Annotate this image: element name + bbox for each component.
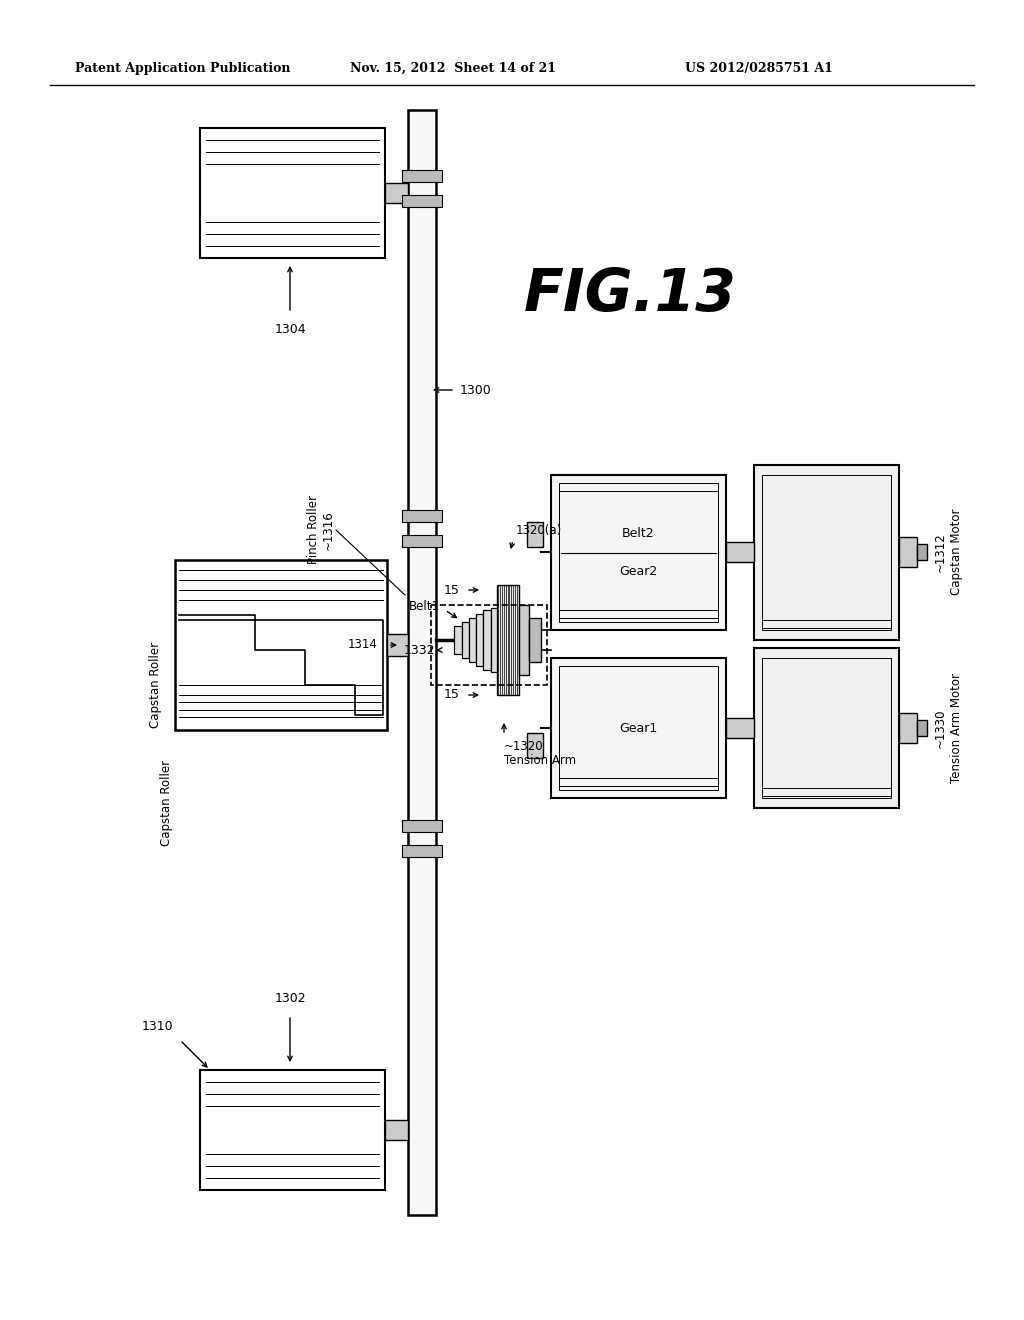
Text: Capstan Motor: Capstan Motor	[950, 508, 963, 595]
Text: US 2012/0285751 A1: US 2012/0285751 A1	[685, 62, 833, 75]
Text: 15: 15	[444, 583, 460, 597]
Text: 15: 15	[444, 689, 460, 701]
Bar	[462, 622, 469, 657]
Bar	[527, 521, 543, 546]
Bar	[559, 483, 718, 622]
Text: Patent Application Publication: Patent Application Publication	[75, 62, 291, 75]
Bar	[483, 610, 490, 671]
Text: 1300: 1300	[460, 384, 492, 396]
Bar	[385, 183, 408, 203]
Text: Nov. 15, 2012  Sheet 14 of 21: Nov. 15, 2012 Sheet 14 of 21	[350, 62, 556, 75]
Bar	[200, 128, 385, 257]
Text: ~1320: ~1320	[504, 741, 544, 752]
Text: ~1312: ~1312	[934, 532, 947, 572]
Text: 1320(a): 1320(a)	[516, 524, 562, 537]
Bar	[402, 510, 442, 521]
Text: Tension Arm: Tension Arm	[504, 754, 577, 767]
Text: 1304: 1304	[274, 323, 306, 337]
Bar	[726, 543, 754, 562]
Bar	[551, 657, 726, 799]
Bar	[402, 195, 442, 207]
Bar	[519, 605, 529, 675]
Bar	[385, 1119, 408, 1140]
Bar	[431, 605, 547, 685]
Bar	[918, 544, 927, 560]
Bar	[454, 626, 462, 653]
Text: Capstan Roller: Capstan Roller	[148, 642, 162, 729]
Text: 1332: 1332	[403, 644, 435, 656]
Bar	[726, 718, 754, 738]
Bar	[918, 719, 927, 737]
Bar	[762, 475, 891, 630]
Bar	[402, 820, 442, 832]
Bar	[551, 475, 726, 630]
Bar	[402, 845, 442, 857]
Text: FIG.13: FIG.13	[523, 267, 736, 323]
Bar	[762, 657, 891, 799]
Text: 1314: 1314	[348, 639, 378, 652]
Bar	[175, 560, 387, 730]
Bar	[527, 733, 543, 758]
Bar	[490, 609, 497, 672]
Bar	[754, 648, 899, 808]
Bar	[402, 170, 442, 182]
Bar	[529, 618, 541, 663]
Bar	[559, 667, 718, 789]
Text: 1302: 1302	[274, 993, 306, 1005]
Bar	[387, 634, 408, 656]
Text: Gear2: Gear2	[618, 565, 657, 578]
Text: Capstan Roller: Capstan Roller	[160, 760, 173, 846]
Bar	[200, 1071, 385, 1191]
Text: Gear1: Gear1	[618, 722, 657, 734]
Text: Tension Arm Motor: Tension Arm Motor	[950, 673, 963, 783]
Bar	[408, 110, 436, 1214]
Bar	[899, 713, 918, 743]
Bar	[497, 585, 519, 696]
Bar	[754, 465, 899, 640]
Text: Pinch Roller: Pinch Roller	[307, 495, 319, 565]
Bar	[899, 537, 918, 568]
Text: ~1330: ~1330	[934, 709, 947, 747]
Bar	[476, 614, 483, 667]
Text: Belt1: Belt1	[409, 601, 440, 614]
Text: 1310: 1310	[141, 1020, 173, 1034]
Text: Belt2: Belt2	[622, 528, 654, 540]
Bar	[469, 618, 476, 663]
Bar	[402, 535, 442, 546]
Text: ~1316: ~1316	[322, 510, 335, 550]
